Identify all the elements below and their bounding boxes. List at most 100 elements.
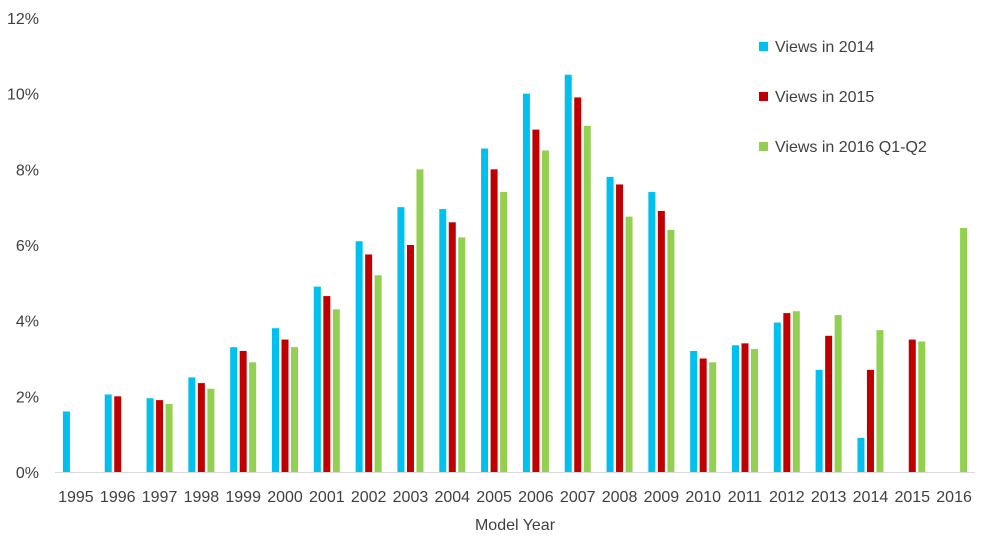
- bar-2004-series-1: [439, 209, 447, 472]
- bar-2008-series-1: [606, 176, 614, 472]
- x-tick-label: 1997: [142, 489, 178, 506]
- bar-2016-series-3: [960, 227, 968, 472]
- x-tick-label: 2003: [393, 489, 429, 506]
- bar-2002-series-3: [374, 275, 382, 472]
- bar-1998-series-2: [197, 383, 205, 472]
- bar-2006-series-2: [532, 129, 540, 473]
- x-tick-label: 2002: [351, 489, 387, 506]
- x-tick-label: 2000: [267, 489, 303, 506]
- y-tick-label: 4%: [16, 314, 39, 331]
- bar-2004-series-2: [448, 222, 456, 472]
- bar-1998-series-1: [188, 377, 196, 472]
- bar-2000-series-2: [281, 339, 289, 472]
- bar-2014-series-1: [857, 437, 865, 472]
- bar-1997-series-2: [156, 400, 164, 472]
- legend: Views in 2014 Views in 2015 Views in 2016 …: [759, 39, 927, 156]
- x-tick-label: 2010: [685, 489, 721, 506]
- legend-label: Views in 2016 Q1-Q2: [775, 139, 927, 156]
- bar-2008-series-3: [625, 216, 633, 473]
- x-tick-label: 2009: [644, 489, 680, 506]
- bar-2009-series-1: [648, 192, 656, 472]
- bar-2010-series-3: [709, 362, 717, 472]
- bar-2010-series-2: [699, 358, 707, 472]
- bar-2009-series-2: [657, 210, 665, 472]
- y-tick-label: 6%: [16, 238, 39, 255]
- x-tick-label: 2004: [434, 489, 470, 506]
- bar-1996-series-1: [104, 394, 112, 472]
- bar-1999-series-1: [230, 347, 238, 472]
- x-axis-title: Model Year: [475, 517, 556, 534]
- x-axis-ticks: 1995 1996 1997 1998 1999 2000 2001 2002 2003 2004…: [58, 489, 972, 506]
- bar-2001-series-3: [332, 309, 340, 472]
- bar-2002-series-1: [355, 241, 363, 472]
- x-tick-label: 2006: [518, 489, 554, 506]
- bar-2010-series-1: [690, 350, 698, 472]
- x-tick-label: 2015: [894, 489, 930, 506]
- bar-2013-series-3: [834, 314, 842, 472]
- bar-1995-series-1: [62, 411, 70, 472]
- legend-label: Views in 2015: [775, 89, 874, 106]
- bar-1997-series-1: [146, 398, 154, 472]
- bar-2001-series-1: [313, 286, 321, 472]
- y-axis-ticks: 0% 2% 4% 6% 8% 10% 12%: [7, 11, 39, 482]
- bar-2013-series-2: [825, 335, 833, 472]
- bar-2008-series-2: [616, 184, 624, 472]
- bar-2011-series-3: [751, 349, 758, 472]
- bar-2012-series-2: [783, 313, 791, 472]
- legend-label: Views in 2014: [775, 39, 874, 56]
- x-tick-label: 2011: [728, 489, 763, 506]
- bar-2005-series-2: [490, 169, 498, 472]
- bar-2012-series-1: [773, 322, 781, 472]
- bar-2000-series-3: [291, 347, 298, 472]
- bar-2005-series-1: [481, 148, 489, 472]
- x-tick-label: 2012: [769, 489, 805, 506]
- bar-1999-series-3: [249, 362, 257, 472]
- y-tick-label: 0%: [16, 465, 39, 482]
- bar-2013-series-1: [815, 369, 823, 472]
- x-tick-label: 2013: [811, 489, 847, 506]
- x-tick-label: 2008: [602, 489, 638, 506]
- legend-swatch: [759, 142, 768, 151]
- bar-1997-series-3: [165, 403, 173, 472]
- y-tick-label: 2%: [16, 389, 39, 406]
- y-tick-label: 12%: [7, 11, 39, 28]
- bar-1998-series-3: [207, 388, 215, 472]
- bar-2006-series-1: [522, 93, 530, 473]
- bar-2005-series-3: [500, 192, 508, 472]
- x-tick-label: 1995: [58, 489, 94, 506]
- bar-2012-series-3: [792, 311, 800, 472]
- bar-2004-series-3: [458, 237, 466, 472]
- bar-2003-series-3: [416, 169, 424, 472]
- bar-2003-series-2: [406, 245, 414, 472]
- bar-2001-series-2: [323, 296, 331, 472]
- x-tick-label: 1996: [100, 489, 136, 506]
- legend-swatch: [759, 92, 768, 101]
- x-tick-label: 2007: [560, 489, 596, 506]
- bar-2002-series-2: [365, 254, 373, 472]
- bar-2007-series-1: [564, 74, 572, 472]
- bar-2011-series-2: [741, 343, 749, 472]
- x-tick-label: 2005: [476, 489, 512, 506]
- bar-2015-series-3: [918, 341, 926, 472]
- bar-2007-series-3: [583, 125, 591, 472]
- bar-1996-series-2: [114, 396, 122, 472]
- y-tick-label: 10%: [7, 87, 39, 104]
- bar-2009-series-3: [667, 229, 675, 472]
- bar-2015-series-2: [908, 339, 916, 472]
- bar-2014-series-2: [866, 369, 874, 472]
- legend-swatch: [759, 42, 768, 51]
- bar-2000-series-1: [272, 328, 279, 472]
- bar-1999-series-2: [239, 350, 247, 472]
- x-tick-label: 2014: [853, 489, 889, 506]
- bar-2007-series-2: [574, 97, 582, 472]
- y-tick-label: 8%: [16, 162, 39, 179]
- bar-2011-series-1: [732, 345, 739, 472]
- x-tick-label: 2016: [936, 489, 972, 506]
- x-tick-label: 2001: [309, 489, 345, 506]
- bar-marks: [62, 74, 968, 473]
- x-tick-label: 1998: [184, 489, 220, 506]
- bar-2014-series-3: [876, 330, 884, 473]
- bar-2006-series-3: [541, 150, 549, 473]
